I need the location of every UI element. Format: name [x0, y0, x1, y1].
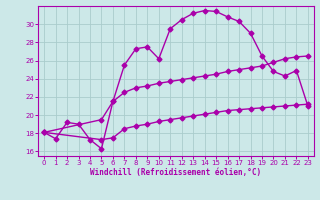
X-axis label: Windchill (Refroidissement éolien,°C): Windchill (Refroidissement éolien,°C) [91, 168, 261, 177]
